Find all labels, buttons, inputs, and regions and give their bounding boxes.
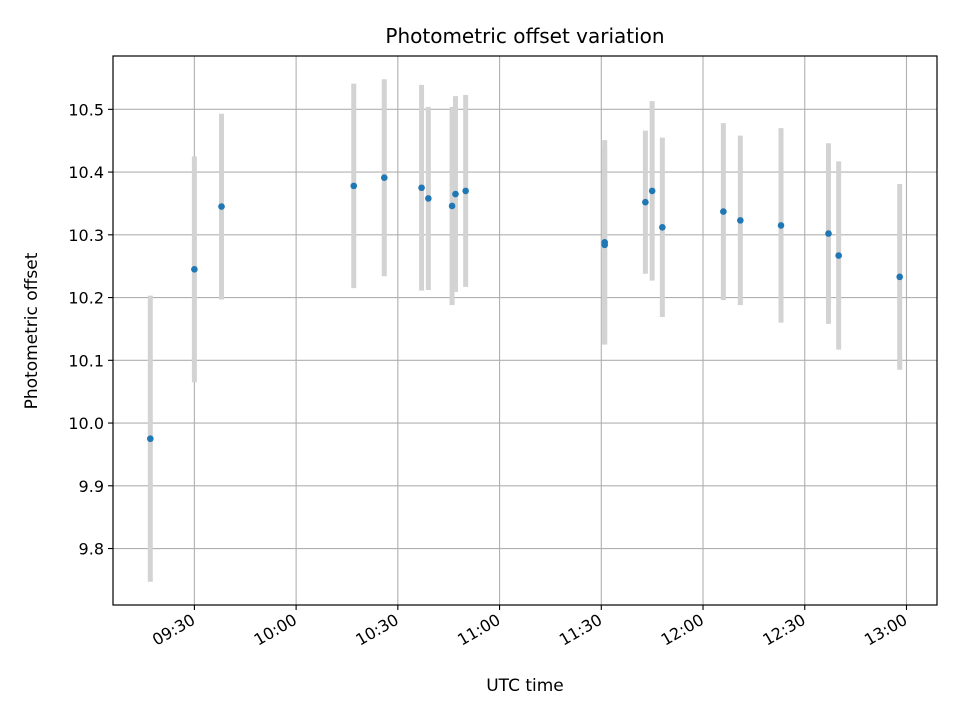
plot-frame — [112, 55, 938, 606]
data-point — [720, 208, 727, 215]
data-point — [452, 190, 459, 198]
x-axis-label: UTC time — [486, 676, 564, 696]
plot-area — [113, 56, 937, 605]
data-point — [659, 223, 666, 231]
y-tick-label: 10.4 — [68, 163, 104, 182]
data-point — [418, 184, 425, 192]
grid-lines — [113, 56, 937, 605]
data-point — [642, 198, 649, 206]
y-tick-label: 10.5 — [68, 100, 104, 119]
data-point — [218, 203, 225, 210]
y-axis-label: Photometric offset — [22, 252, 42, 409]
data-point — [191, 266, 198, 273]
data-points — [147, 174, 903, 443]
data-point — [425, 195, 432, 202]
data-point — [147, 435, 154, 443]
data-point — [350, 182, 358, 190]
y-tick-label: 9.8 — [79, 540, 104, 559]
data-point — [737, 217, 744, 224]
data-point — [825, 230, 832, 237]
data-point — [462, 187, 469, 195]
y-tick-label: 10.1 — [68, 351, 104, 370]
data-point — [777, 222, 785, 229]
chart-title: Photometric offset variation — [385, 24, 664, 48]
data-point — [601, 241, 608, 249]
data-point — [648, 187, 656, 195]
data-point — [448, 202, 456, 210]
y-tick-label: 10.0 — [68, 414, 104, 433]
data-point — [896, 273, 903, 281]
y-tick-label: 10.2 — [68, 289, 104, 308]
y-tick-label: 9.9 — [79, 477, 104, 496]
data-point — [380, 174, 388, 182]
data-point — [835, 252, 842, 259]
y-tick-label: 10.3 — [68, 226, 104, 245]
